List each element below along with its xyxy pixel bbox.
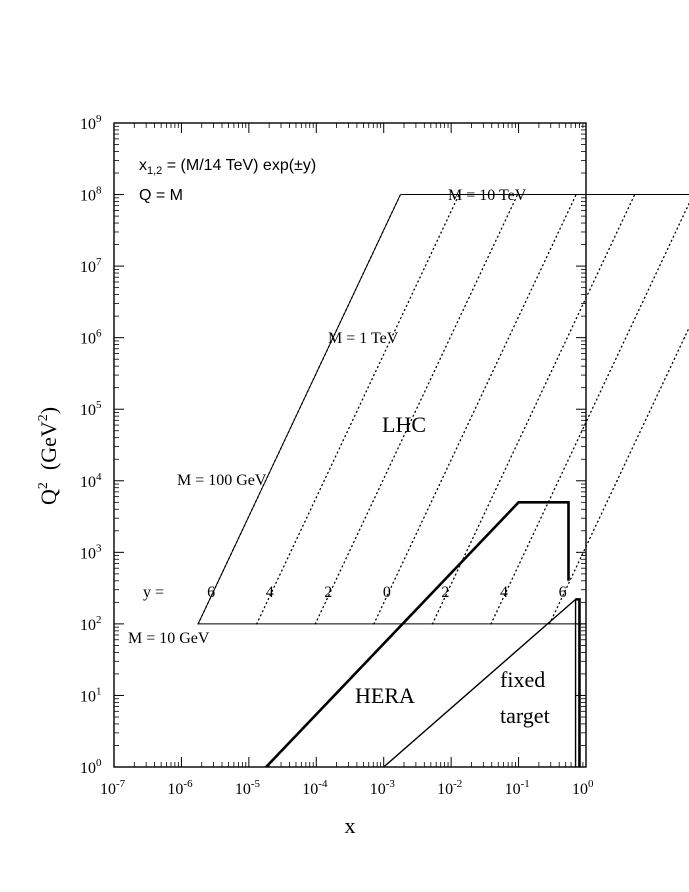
y-tick-label: 106 — [80, 328, 102, 348]
formula-line: x1,2 = (M/14 TeV) exp(±y) — [139, 157, 316, 177]
rapidity-label: 4 — [500, 584, 508, 601]
rapidity-line — [373, 193, 577, 625]
tick-labels: 10-7 10-6 10-5 10-4 10-3 10-2 10-1 100 100 101 102… — [80, 113, 594, 798]
rapidity-label: 6 — [207, 584, 215, 601]
y-tick-label: 105 — [80, 399, 102, 419]
y-tick-label: 101 — [80, 685, 102, 705]
fixed-label: fixed — [500, 667, 545, 692]
y-tick-label: 102 — [80, 614, 102, 634]
mass-label-10tev: M = 10 TeV — [448, 187, 527, 204]
axis-ticks — [113, 122, 587, 768]
x-tick-label: 10-5 — [235, 778, 261, 798]
lhc-label: LHC — [382, 412, 426, 437]
y-tick-label: 104 — [80, 471, 102, 491]
target-label: target — [500, 703, 550, 728]
q-equals-m-label: Q = M — [139, 187, 183, 204]
y-tick-label: 100 — [80, 757, 102, 777]
x-tick-label: 10-3 — [370, 778, 396, 798]
mass-label-10gev: M = 10 GeV — [128, 630, 210, 647]
rapidity-line — [548, 326, 689, 625]
fixed-target-outer-boundary — [575, 598, 581, 767]
rapidity-label: 4 — [266, 584, 274, 601]
x-tick-label: 10-7 — [100, 778, 126, 798]
x-axis-label: x — [345, 813, 356, 838]
x-tick-label: 10-4 — [302, 778, 328, 798]
plot-frame — [113, 122, 587, 768]
hera-label: HERA — [355, 683, 415, 708]
x-tick-label: 10-2 — [437, 778, 462, 798]
rapidity-label: 2 — [441, 584, 449, 601]
mass-label-100gev: M = 100 GeV — [177, 472, 267, 489]
rapidity-line — [490, 202, 689, 625]
x-tick-label: 100 — [572, 778, 594, 798]
rapidity-line — [314, 193, 519, 625]
y-axis-label: Q2(GeV2) — [36, 407, 61, 505]
lhc-left-boundary — [197, 194, 401, 625]
mass-label-1tev: M = 1 TeV — [328, 330, 399, 347]
y-tick-label: 109 — [80, 113, 102, 133]
rapidity-labels: 6 4 2 0 2 4 6 — [207, 584, 566, 601]
rapidity-label: 2 — [324, 584, 332, 601]
rapidity-label: 6 — [559, 584, 567, 601]
y-tick-label: 107 — [80, 256, 102, 276]
x-tick-label: 10-6 — [167, 778, 193, 798]
hera-boundary — [265, 501, 570, 768]
rapidity-line — [197, 193, 402, 625]
rapidity-line — [431, 193, 636, 625]
rapidity-prefix: y = — [143, 584, 164, 601]
y-tick-label: 108 — [80, 185, 102, 205]
chart-lines — [197, 193, 689, 768]
y-tick-label: 103 — [80, 542, 102, 562]
rapidity-label: 0 — [383, 584, 391, 601]
rapidity-line — [256, 193, 460, 625]
x-tick-label: 10-1 — [505, 778, 530, 798]
